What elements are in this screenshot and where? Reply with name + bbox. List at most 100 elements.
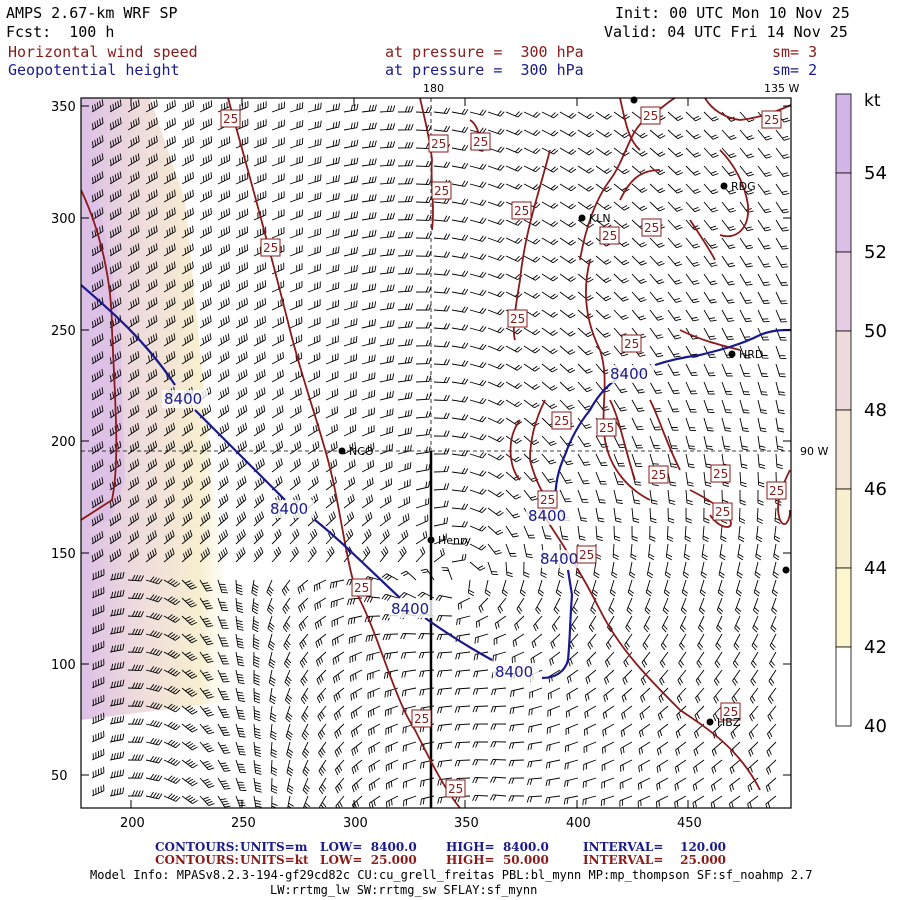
wind-barb bbox=[716, 597, 724, 615]
wind-barb bbox=[286, 759, 294, 777]
wind-barb bbox=[379, 478, 393, 491]
wind-barb bbox=[631, 381, 645, 394]
wind-barb bbox=[577, 345, 593, 356]
wind-barb bbox=[307, 210, 322, 221]
wind-barb bbox=[415, 446, 431, 455]
contours-height-units: UNITS=m bbox=[240, 840, 308, 854]
wind-barb bbox=[351, 741, 363, 756]
wind-barb bbox=[109, 135, 122, 149]
wind-barb bbox=[307, 458, 320, 473]
wind-barb bbox=[625, 615, 633, 633]
wind-barb bbox=[397, 249, 414, 257]
wind-barb bbox=[487, 164, 505, 171]
wind-barb bbox=[163, 721, 181, 731]
wind-barb bbox=[397, 231, 414, 239]
wind-barb bbox=[612, 543, 619, 560]
wind-barb bbox=[397, 444, 412, 455]
wind-barb bbox=[719, 543, 726, 561]
wind-barb bbox=[145, 440, 158, 455]
wind-barb bbox=[649, 147, 666, 157]
wind-barb bbox=[316, 669, 327, 685]
wind-barb bbox=[199, 759, 215, 771]
wind-barb bbox=[703, 237, 718, 249]
wind-barb bbox=[289, 316, 303, 329]
wind-barb bbox=[433, 430, 450, 437]
wind-barb bbox=[523, 255, 541, 263]
wind-barb bbox=[436, 615, 453, 622]
wind-barb bbox=[397, 106, 414, 113]
wind-barb bbox=[217, 476, 229, 491]
wind-barb bbox=[631, 435, 644, 449]
wind-barb bbox=[559, 381, 575, 392]
wind-barb bbox=[433, 269, 451, 276]
wind-barb bbox=[145, 171, 158, 185]
speed-label-box bbox=[596, 418, 617, 437]
wind-barb bbox=[91, 387, 104, 401]
wind-barb bbox=[307, 370, 321, 383]
wind-barb bbox=[235, 351, 248, 365]
speed-label-box bbox=[576, 545, 597, 564]
wind-barb bbox=[379, 460, 393, 473]
wind-barb bbox=[109, 787, 125, 797]
wind-barb bbox=[91, 423, 104, 437]
wind-barb bbox=[739, 129, 755, 141]
wind-barb bbox=[127, 700, 144, 707]
wind-barb bbox=[145, 458, 158, 473]
wind-barb bbox=[289, 173, 304, 185]
wind-barb bbox=[343, 175, 359, 185]
wind-barb bbox=[703, 111, 719, 122]
wind-barb bbox=[487, 417, 505, 424]
wind-barb bbox=[595, 471, 607, 485]
wind-barb bbox=[667, 237, 683, 249]
wind-barb bbox=[127, 592, 144, 600]
wind-barb bbox=[695, 687, 705, 704]
wind-barb bbox=[601, 777, 615, 789]
wind-barb bbox=[487, 236, 505, 243]
wind-barb bbox=[235, 172, 249, 185]
wind-barb bbox=[163, 476, 175, 491]
wind-barb bbox=[301, 705, 309, 723]
speed-contour-label: 25 bbox=[715, 505, 730, 519]
wind-barb bbox=[433, 287, 451, 294]
wind-barb bbox=[721, 327, 734, 341]
wind-barb bbox=[361, 425, 375, 437]
wind-barb bbox=[127, 494, 140, 509]
wind-barb bbox=[199, 597, 213, 610]
wind-barb bbox=[649, 435, 661, 449]
wind-barb bbox=[451, 538, 468, 545]
wind-barb bbox=[289, 227, 303, 239]
wind-barb bbox=[361, 546, 371, 563]
wind-barb bbox=[235, 333, 248, 347]
height-contour-label: 8400 bbox=[610, 365, 648, 383]
wind-barb bbox=[469, 307, 487, 314]
wind-barb bbox=[199, 633, 214, 646]
wind-barb bbox=[181, 100, 195, 113]
wind-barb bbox=[757, 273, 771, 286]
wind-barb bbox=[715, 633, 723, 651]
wind-barb bbox=[667, 309, 682, 322]
wind-barb bbox=[620, 723, 633, 737]
wind-barb bbox=[436, 651, 453, 659]
wind-barb bbox=[343, 103, 359, 113]
wind-barb bbox=[433, 394, 450, 402]
wind-barb bbox=[217, 136, 231, 149]
wind-barb bbox=[361, 104, 377, 113]
wind-barb bbox=[505, 543, 517, 557]
wind-barb bbox=[252, 633, 260, 650]
wind-barb bbox=[648, 543, 655, 561]
wind-barb bbox=[325, 528, 336, 545]
wind-barb bbox=[537, 579, 544, 597]
wind-barb bbox=[181, 759, 198, 769]
speed-label-box bbox=[599, 226, 620, 245]
wind-barb bbox=[613, 219, 630, 229]
wind-barb bbox=[253, 262, 267, 275]
wind-barb bbox=[317, 705, 327, 722]
wind-barb bbox=[361, 229, 377, 239]
wind-barb bbox=[565, 741, 579, 753]
wind-barb bbox=[217, 741, 231, 754]
wind-barb bbox=[602, 723, 615, 737]
wind-barb bbox=[505, 255, 523, 262]
wind-barb bbox=[253, 172, 267, 185]
wind-barb bbox=[748, 723, 759, 740]
wind-barb bbox=[750, 651, 759, 669]
